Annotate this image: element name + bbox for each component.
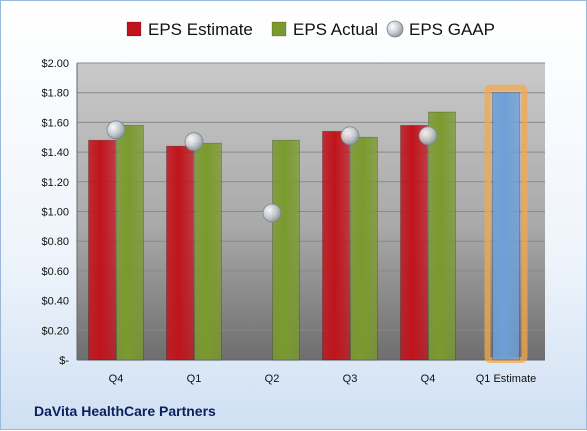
- bar-eps-estimate: [88, 139, 116, 361]
- legend-swatch-gaap: [386, 20, 404, 38]
- y-tick-label: $1.20: [41, 177, 69, 189]
- bar-eps-actual: [116, 124, 144, 361]
- x-tick-label: Q1 Estimate: [476, 373, 537, 385]
- x-tick-label: Q2: [265, 373, 280, 385]
- y-tick-label: $1.00: [41, 207, 69, 219]
- y-tick-label: $1.60: [41, 117, 69, 129]
- legend-swatch: [271, 21, 287, 37]
- gaap-marker: [418, 126, 438, 146]
- x-tick-label: Q4: [421, 373, 436, 385]
- gaap-marker: [184, 132, 204, 152]
- y-tick-label: $1.80: [41, 88, 69, 100]
- legend-label: EPS Estimate: [148, 20, 253, 39]
- bar-eps-actual: [194, 142, 222, 361]
- x-tick-label: Q3: [343, 373, 358, 385]
- gaap-marker: [262, 203, 282, 223]
- bar-eps-actual: [350, 136, 378, 361]
- legend-label: EPS GAAP: [409, 20, 495, 39]
- bar-eps-estimate: [322, 130, 350, 361]
- y-tick-label: $1.40: [41, 147, 69, 159]
- y-tick-label: $0.60: [41, 266, 69, 278]
- company-name: DaVita HealthCare Partners: [34, 403, 216, 419]
- y-tick-label: $0.20: [41, 325, 69, 337]
- legend-swatch: [126, 21, 142, 37]
- x-tick-label: Q1: [187, 373, 202, 385]
- bar-eps-estimate: [400, 124, 428, 361]
- gaap-marker: [106, 120, 126, 140]
- gaap-marker: [340, 126, 360, 146]
- y-tick-label: $0.40: [41, 296, 69, 308]
- bar-q1-estimate: [492, 92, 520, 361]
- y-tick-label: $0.80: [41, 236, 69, 248]
- y-tick-label: $2.00: [41, 58, 69, 70]
- legend-label: EPS Actual: [293, 20, 378, 39]
- bar-eps-estimate: [166, 145, 194, 361]
- x-tick-label: Q4: [109, 373, 124, 385]
- bar-eps-actual: [272, 139, 300, 361]
- y-tick-label: $-: [59, 355, 69, 367]
- bar-eps-actual: [428, 111, 456, 361]
